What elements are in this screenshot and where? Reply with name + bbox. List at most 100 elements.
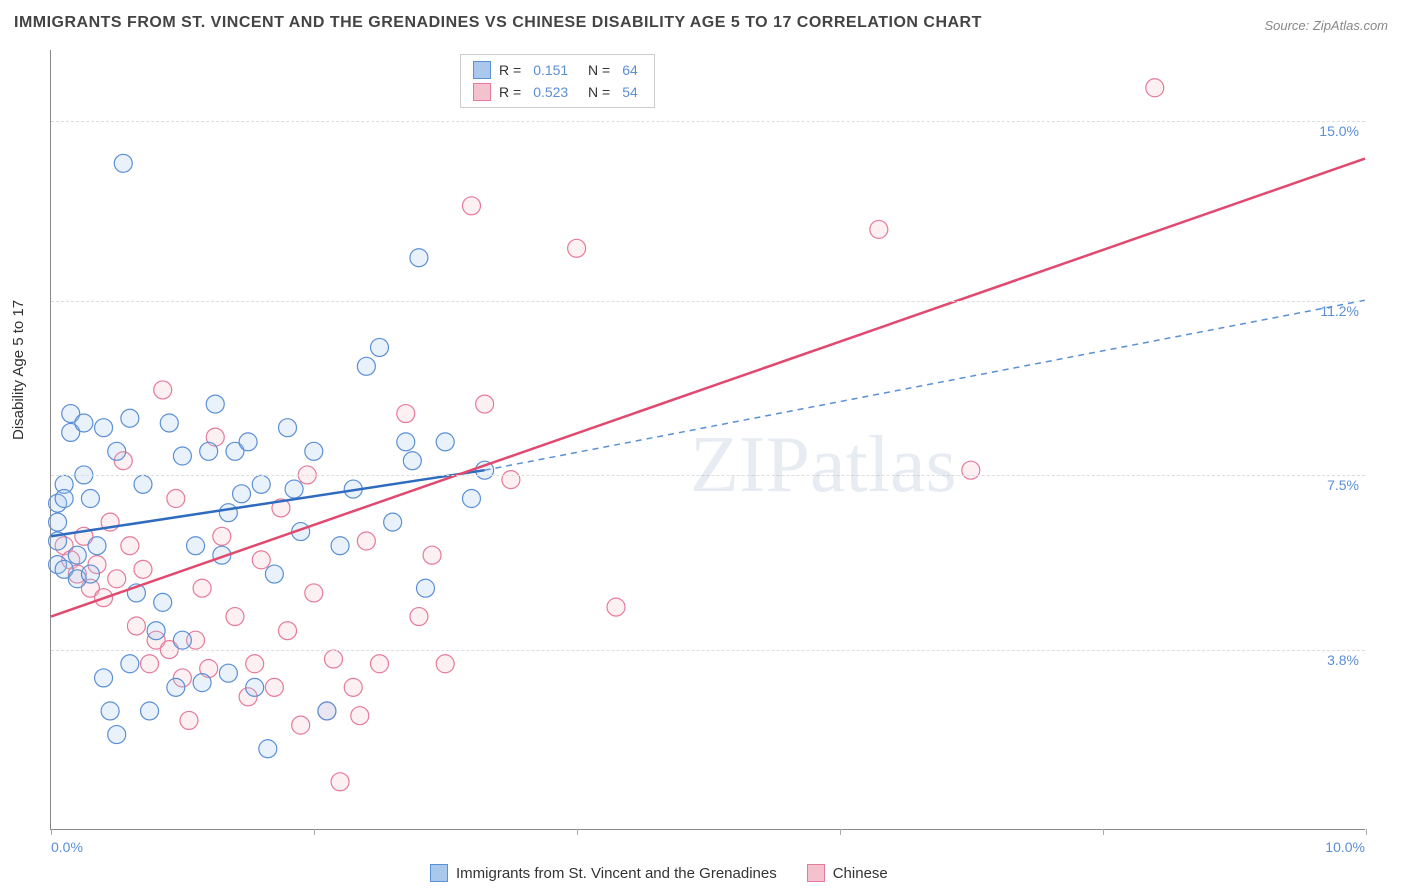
- scatter-point: [154, 381, 172, 399]
- r-value-b: 0.523: [533, 84, 568, 100]
- x-tick: [51, 829, 52, 835]
- plot-area: 3.8%7.5%11.2%15.0%0.0%10.0%: [50, 50, 1365, 830]
- x-tick-label: 10.0%: [1325, 839, 1365, 855]
- scatter-point: [134, 560, 152, 578]
- scatter-point: [292, 716, 310, 734]
- scatter-point: [325, 650, 343, 668]
- y-tick-label: 3.8%: [1327, 652, 1359, 668]
- scatter-point: [357, 357, 375, 375]
- r-label: R =: [499, 62, 521, 78]
- source-label: Source: ZipAtlas.com: [1264, 18, 1388, 33]
- scatter-point: [436, 433, 454, 451]
- scatter-point: [193, 674, 211, 692]
- scatter-point: [81, 565, 99, 583]
- gridline: [51, 650, 1365, 651]
- scatter-point: [344, 678, 362, 696]
- scatter-point: [108, 442, 126, 460]
- scatter-point: [331, 537, 349, 555]
- gridline: [51, 121, 1365, 122]
- scatter-point: [160, 414, 178, 432]
- scatter-point: [410, 249, 428, 267]
- scatter-point: [68, 546, 86, 564]
- x-tick: [840, 829, 841, 835]
- scatter-point: [206, 395, 224, 413]
- scatter-point: [141, 655, 159, 673]
- series-b-name: Chinese: [833, 865, 888, 882]
- scatter-point: [121, 409, 139, 427]
- scatter-point: [331, 773, 349, 791]
- scatter-point: [371, 338, 389, 356]
- n-label: N =: [580, 84, 610, 100]
- scatter-point: [239, 433, 257, 451]
- scatter-point: [219, 664, 237, 682]
- scatter-point: [187, 537, 205, 555]
- scatter-point: [121, 655, 139, 673]
- r-label: R =: [499, 84, 521, 100]
- scatter-point: [252, 551, 270, 569]
- scatter-point: [279, 622, 297, 640]
- swatch-a-icon: [473, 61, 491, 79]
- legend-stats-row-b: R = 0.523 N = 54: [473, 83, 642, 101]
- legend-stats-row-a: R = 0.151 N = 64: [473, 61, 642, 79]
- scatter-point: [403, 452, 421, 470]
- gridline: [51, 475, 1365, 476]
- legend-item-b: Chinese: [807, 864, 888, 882]
- scatter-point: [397, 405, 415, 423]
- series-a-name: Immigrants from St. Vincent and the Gren…: [456, 865, 777, 882]
- x-tick: [577, 829, 578, 835]
- scatter-point: [141, 702, 159, 720]
- scatter-point: [147, 622, 165, 640]
- scatter-point: [108, 570, 126, 588]
- gridline: [51, 301, 1365, 302]
- n-value-b: 54: [622, 84, 638, 100]
- scatter-point: [568, 239, 586, 257]
- scatter-point: [226, 608, 244, 626]
- scatter-point: [121, 537, 139, 555]
- y-axis-label: Disability Age 5 to 17: [10, 300, 27, 440]
- scatter-point: [173, 447, 191, 465]
- scatter-point: [1146, 79, 1164, 97]
- scatter-point: [607, 598, 625, 616]
- trend-line-a-dashed: [485, 300, 1365, 470]
- scatter-point: [49, 513, 67, 531]
- swatch-b-icon: [807, 864, 825, 882]
- chart-svg: [51, 50, 1365, 829]
- scatter-point: [462, 197, 480, 215]
- scatter-point: [410, 608, 428, 626]
- scatter-point: [167, 678, 185, 696]
- scatter-point: [285, 480, 303, 498]
- scatter-point: [193, 579, 211, 597]
- scatter-point: [246, 678, 264, 696]
- scatter-point: [154, 593, 172, 611]
- scatter-point: [436, 655, 454, 673]
- scatter-point: [462, 490, 480, 508]
- scatter-point: [305, 584, 323, 602]
- scatter-point: [423, 546, 441, 564]
- scatter-point: [101, 702, 119, 720]
- scatter-point: [75, 414, 93, 432]
- scatter-point: [173, 631, 191, 649]
- scatter-point: [200, 442, 218, 460]
- scatter-point: [88, 537, 106, 555]
- scatter-point: [55, 490, 73, 508]
- scatter-point: [114, 154, 132, 172]
- scatter-point: [95, 419, 113, 437]
- scatter-point: [108, 726, 126, 744]
- y-tick-label: 11.2%: [1320, 303, 1359, 319]
- x-tick: [314, 829, 315, 835]
- scatter-point: [265, 678, 283, 696]
- scatter-point: [870, 220, 888, 238]
- swatch-a-icon: [430, 864, 448, 882]
- scatter-point: [233, 485, 251, 503]
- scatter-point: [259, 740, 277, 758]
- scatter-point: [351, 707, 369, 725]
- scatter-point: [180, 711, 198, 729]
- scatter-point: [167, 490, 185, 508]
- scatter-point: [371, 655, 389, 673]
- scatter-point: [252, 475, 270, 493]
- y-tick-label: 15.0%: [1319, 123, 1359, 139]
- scatter-point: [318, 702, 336, 720]
- scatter-point: [357, 532, 375, 550]
- swatch-b-icon: [473, 83, 491, 101]
- scatter-point: [134, 475, 152, 493]
